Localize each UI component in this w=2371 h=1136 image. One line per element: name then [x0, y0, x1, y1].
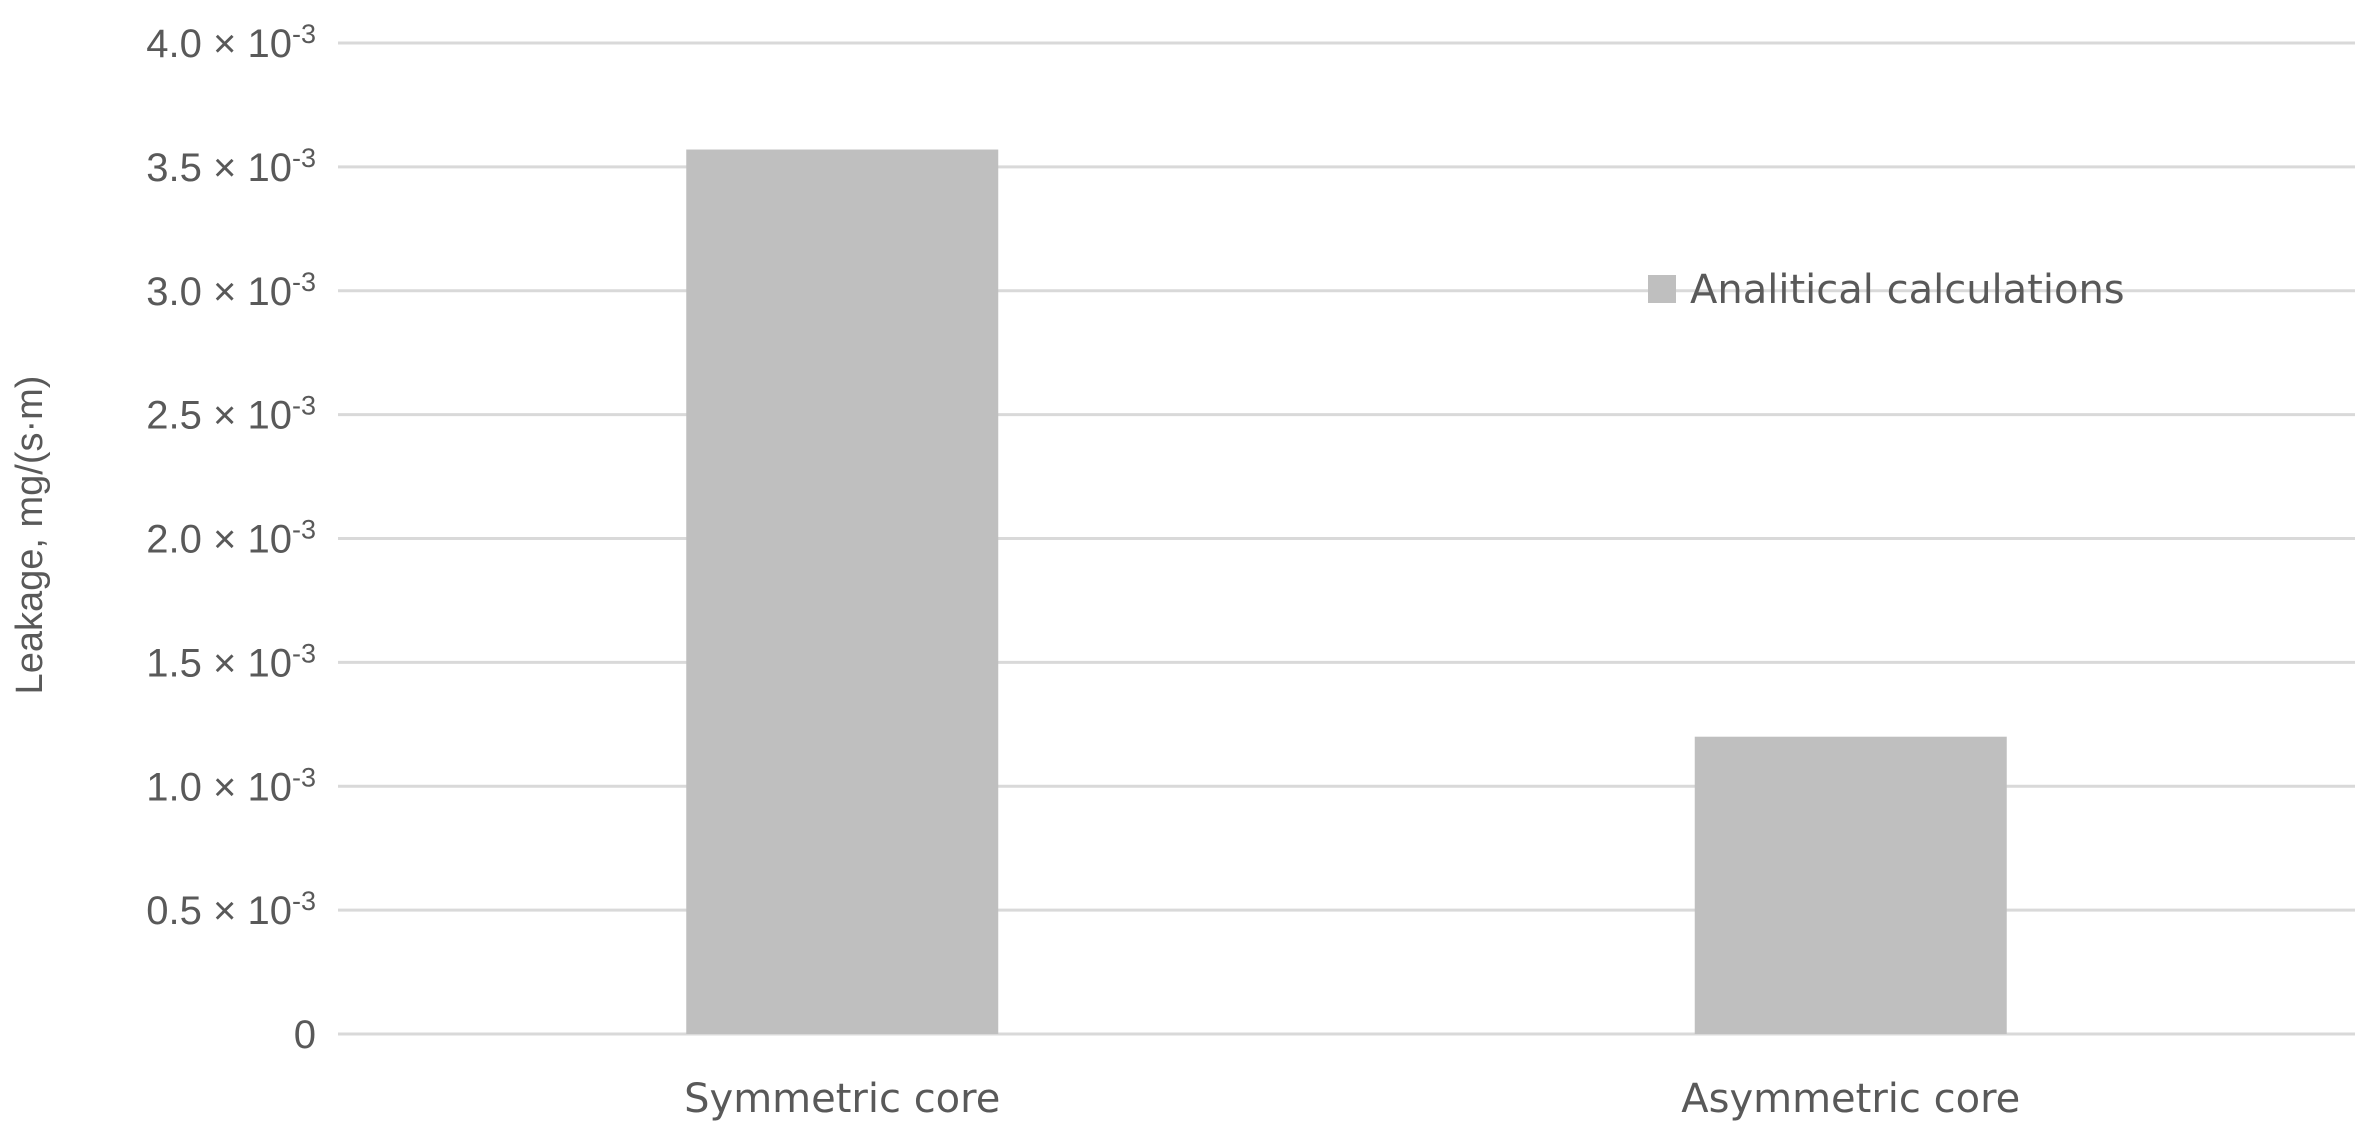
- y-tick-label: 3.0 × 10-3: [146, 267, 316, 314]
- y-tick-label: 0: [294, 1013, 316, 1057]
- y-tick-label: 3.5 × 10-3: [146, 143, 316, 190]
- x-axis-categories: Symmetric core Asymmetric core: [684, 1076, 2020, 1122]
- y-tick-label: 2.5 × 10-3: [146, 391, 316, 438]
- y-tick-label: 1.5 × 10-3: [146, 638, 316, 685]
- legend-label: Analitical calculations: [1690, 267, 2125, 313]
- bar: [686, 149, 999, 1035]
- x-category-label: Symmetric core: [684, 1076, 1000, 1122]
- x-category-label: Asymmetric core: [1681, 1076, 2020, 1122]
- y-axis-ticks: 0 0.5 × 10-3 1.0 × 10-3 1.5 × 10-3 2.0 × 10-…: [146, 19, 316, 1057]
- y-tick-label: 1.0 × 10-3: [146, 762, 316, 809]
- y-tick-label: 4.0 × 10-3: [146, 19, 316, 66]
- y-tick-label: 2.0 × 10-3: [146, 515, 316, 562]
- legend-swatch: [1648, 275, 1676, 303]
- bar: [1694, 736, 2007, 1034]
- legend: Analitical calculations: [1648, 267, 2125, 313]
- y-tick-label: 0.5 × 10-3: [146, 886, 316, 933]
- bars: [686, 149, 2007, 1035]
- gridlines: [338, 41, 2355, 1036]
- y-axis-label: Leakage, mg/(s·m): [9, 376, 51, 695]
